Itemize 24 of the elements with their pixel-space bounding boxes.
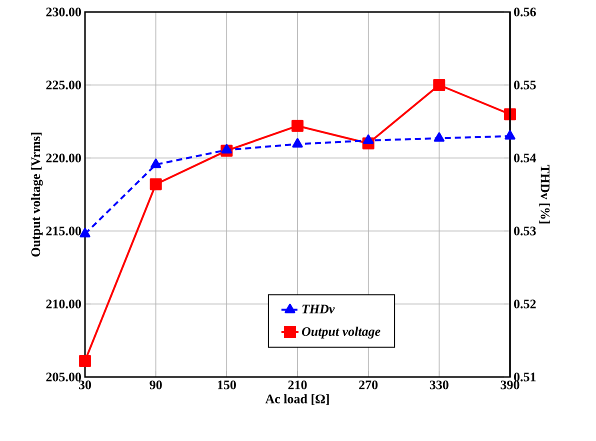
- y-axis-title: Output voltage [Vrms]: [30, 132, 43, 257]
- x-tick-label: 390: [500, 380, 520, 390]
- y2-tick-label: 0.52: [514, 300, 536, 308]
- x-tick-label: 30: [78, 380, 92, 390]
- y2-axis-title: THDv [%]: [539, 164, 550, 224]
- y-tick-label: 215.00: [46, 226, 81, 236]
- y2-tick-label: 0.56: [514, 8, 536, 16]
- y2-tick-label: 0.54: [514, 154, 536, 162]
- y-tick-label: 225.00: [46, 80, 81, 90]
- x-tick-label: 210: [288, 380, 307, 390]
- x-tick-label: 330: [430, 380, 448, 390]
- legend-label: THDv: [302, 304, 335, 314]
- y2-tick-label: 0.51: [514, 372, 536, 382]
- y2-tick-label: 0.55: [514, 80, 536, 90]
- x-tick-label: 270: [359, 380, 378, 390]
- legend-label: Output voltage: [302, 326, 380, 339]
- y2-tick-label: 0.53: [514, 226, 536, 236]
- y-tick-label: 230.00: [46, 8, 81, 16]
- x-tick-label: 150: [218, 380, 236, 390]
- y-tick-label: 210.00: [46, 300, 81, 308]
- y-tick-label: 205.00: [46, 372, 81, 382]
- x-axis-title: Ac load [Ω]: [265, 394, 329, 405]
- x-tick-label: 90: [150, 380, 162, 390]
- y-tick-label: 220.00: [46, 154, 81, 162]
